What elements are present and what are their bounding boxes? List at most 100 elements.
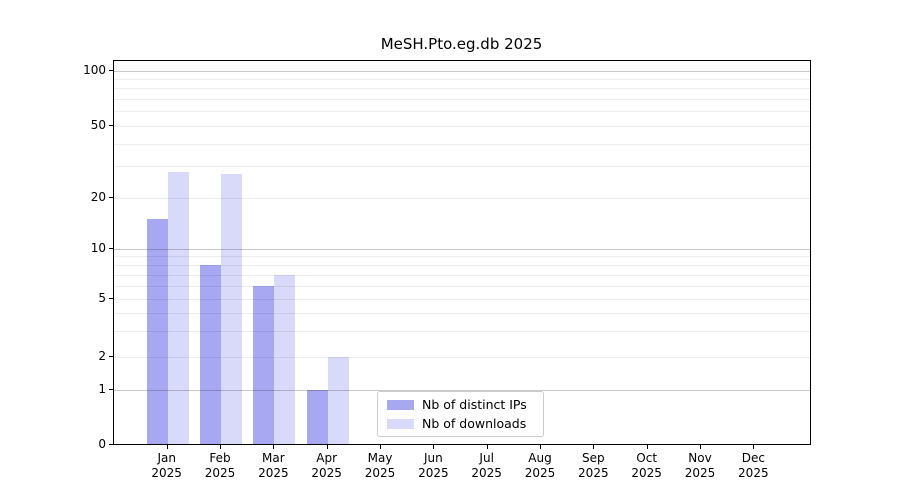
x-tick-month: Mar xyxy=(262,451,285,465)
x-tick-label-apr: Apr 2025 xyxy=(285,451,369,481)
y-tick-label-0: 0 xyxy=(98,437,106,451)
x-tick-label-jan: Jan 2025 xyxy=(125,451,209,481)
gridline-minor-20 xyxy=(114,198,810,199)
x-tick-year: 2025 xyxy=(471,466,502,480)
chart-title: MeSH.Pto.eg.db 2025 xyxy=(380,35,543,53)
gridline-minor-40 xyxy=(114,143,810,145)
x-tick-year: 2025 xyxy=(631,466,662,480)
y-tick-label-5: 5 xyxy=(98,291,106,305)
bar-downloads-feb xyxy=(221,174,243,444)
x-tickmark-may xyxy=(380,445,382,449)
bar-downloads-jan xyxy=(167,171,189,444)
bar-downloads-mar xyxy=(274,274,296,444)
x-tick-month: Feb xyxy=(209,451,231,465)
gridline-major-1 xyxy=(114,389,810,391)
x-tick-month: May xyxy=(367,451,393,465)
y-tick-label-2: 2 xyxy=(98,348,106,363)
gridline-minor-80 xyxy=(114,88,810,90)
x-tickmark-apr xyxy=(326,445,328,449)
x-tick-year: 2025 xyxy=(364,466,396,480)
legend: Nb of distinct IPs Nb of downloads xyxy=(377,391,544,437)
x-tick-month: Jul xyxy=(479,451,494,465)
x-tickmark-aug xyxy=(540,445,541,449)
legend-swatch-distinct-ips xyxy=(387,399,414,410)
y-tickmark-50 xyxy=(109,125,113,126)
x-tick-month: Nov xyxy=(688,451,712,465)
bar-distinct-ips-apr xyxy=(306,389,328,444)
x-tickmark-jul xyxy=(486,445,488,449)
y-tickmark-10 xyxy=(109,247,113,249)
gridline-minor-5 xyxy=(114,299,810,300)
y-tick-label-50: 50 xyxy=(90,118,106,132)
x-tick-label-feb: Feb 2025 xyxy=(178,451,262,481)
x-tick-label-oct: Oct 2025 xyxy=(605,451,689,481)
x-tickmark-jun xyxy=(433,445,435,449)
x-tick-year: 2025 xyxy=(578,466,609,480)
x-tick-year: 2025 xyxy=(311,466,342,480)
x-tick-label-nov: Nov 2025 xyxy=(658,451,742,481)
x-tick-label-jun: Jun 2025 xyxy=(391,451,475,481)
y-tickmark-2 xyxy=(109,355,113,357)
x-tick-label-dec: Dec 2025 xyxy=(711,451,795,481)
legend-label-downloads: Nb of downloads xyxy=(422,416,527,431)
gridline-minor-60 xyxy=(114,111,810,113)
y-tickmark-5 xyxy=(109,298,113,299)
y-tick-label-100: 100 xyxy=(83,62,106,77)
x-tick-label-jul: Jul 2025 xyxy=(445,451,529,481)
x-tick-month: Dec xyxy=(741,451,765,465)
x-tickmark-feb xyxy=(220,445,222,449)
x-tickmark-dec xyxy=(753,445,755,449)
y-tick-label-10: 10 xyxy=(90,240,106,255)
legend-swatch-downloads xyxy=(387,418,414,429)
x-tick-label-mar: Mar 2025 xyxy=(231,451,315,481)
gridline-minor-50 xyxy=(114,126,810,127)
x-tick-year: 2025 xyxy=(204,466,236,480)
gridline-minor-90 xyxy=(114,78,810,80)
gridline-major-100 xyxy=(114,70,810,72)
x-tick-month: Aug xyxy=(528,451,552,465)
x-tick-label-aug: Aug 2025 xyxy=(498,451,582,481)
x-tick-label-sep: Sep 2025 xyxy=(551,451,635,481)
legend-label-distinct-ips: Nb of distinct IPs xyxy=(422,397,527,412)
bar-downloads-apr xyxy=(327,356,349,444)
x-tickmark-nov xyxy=(700,445,701,449)
y-tickmark-100 xyxy=(109,69,113,71)
x-tickmark-jan xyxy=(166,445,168,449)
y-tick-label-1: 1 xyxy=(98,381,106,396)
gridline-minor-8 xyxy=(114,264,810,266)
x-tick-month: Oct xyxy=(636,451,658,465)
x-tick-year: 2025 xyxy=(418,466,449,480)
gridline-minor-7 xyxy=(114,274,810,276)
legend-row-distinct-ips: Nb of distinct IPs xyxy=(387,397,534,412)
y-tick-label-20: 20 xyxy=(90,190,106,204)
gridline-minor-30 xyxy=(114,166,810,168)
x-tick-year: 2025 xyxy=(151,466,182,480)
x-tick-year: 2025 xyxy=(524,466,556,480)
x-tick-label-may: May 2025 xyxy=(338,451,422,481)
x-tickmark-sep xyxy=(593,445,595,449)
bar-distinct-ips-mar xyxy=(253,285,275,444)
x-tickmark-mar xyxy=(273,445,275,449)
gridline-minor-3 xyxy=(114,331,810,333)
gridline-minor-2 xyxy=(114,356,810,358)
x-tickmark-oct xyxy=(646,445,648,449)
gridline-minor-9 xyxy=(114,256,810,258)
legend-row-downloads: Nb of downloads xyxy=(387,416,534,431)
x-tick-year: 2025 xyxy=(258,466,289,480)
gridline-minor-6 xyxy=(114,285,810,287)
gridline-minor-4 xyxy=(114,313,810,314)
bar-distinct-ips-feb xyxy=(200,264,222,444)
x-tick-month: Jun xyxy=(423,451,443,465)
x-tick-year: 2025 xyxy=(684,466,716,480)
x-tick-year: 2025 xyxy=(738,466,769,480)
gridline-minor-70 xyxy=(114,99,810,101)
gridline-major-10 xyxy=(114,248,810,250)
x-tick-month: Jan xyxy=(157,451,176,465)
x-tick-month: Apr xyxy=(316,451,338,465)
plot-area xyxy=(113,60,811,445)
y-tickmark-0 xyxy=(109,444,113,445)
y-tickmark-20 xyxy=(109,197,113,198)
bar-distinct-ips-jan xyxy=(146,219,168,444)
y-tickmark-1 xyxy=(109,388,113,390)
